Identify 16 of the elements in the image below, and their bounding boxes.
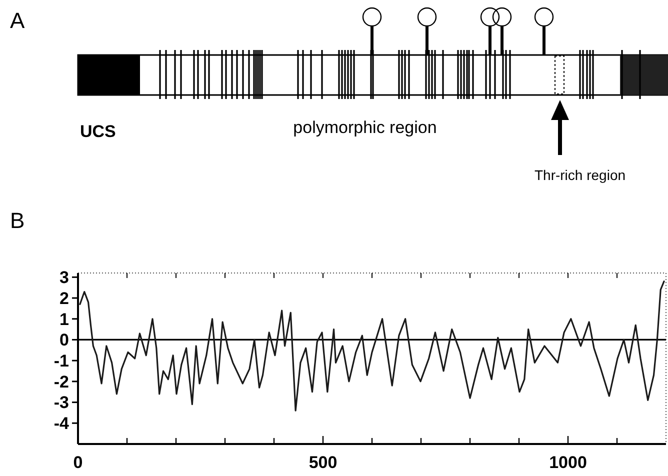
- x-tick-label: 0: [73, 453, 83, 472]
- y-tick-label: -2: [54, 372, 69, 392]
- y-tick-label: -3: [54, 393, 69, 412]
- y-tick-label: 3: [60, 268, 69, 288]
- y-tick-label: -4: [54, 414, 70, 434]
- y-tick-label: -1: [54, 352, 69, 371]
- text: A: [10, 8, 25, 33]
- chart-title: B: [10, 208, 25, 233]
- text: Thr-rich region: [534, 167, 626, 183]
- text: polymorphic region: [293, 118, 437, 137]
- y-tick-label: 2: [60, 288, 69, 308]
- x-tick-label: 500: [308, 453, 338, 472]
- text: UCS: [80, 122, 116, 141]
- y-tick-label: 0: [60, 330, 69, 350]
- x-tick-label: 1000: [549, 453, 587, 472]
- y-tick-label: 1: [60, 310, 69, 329]
